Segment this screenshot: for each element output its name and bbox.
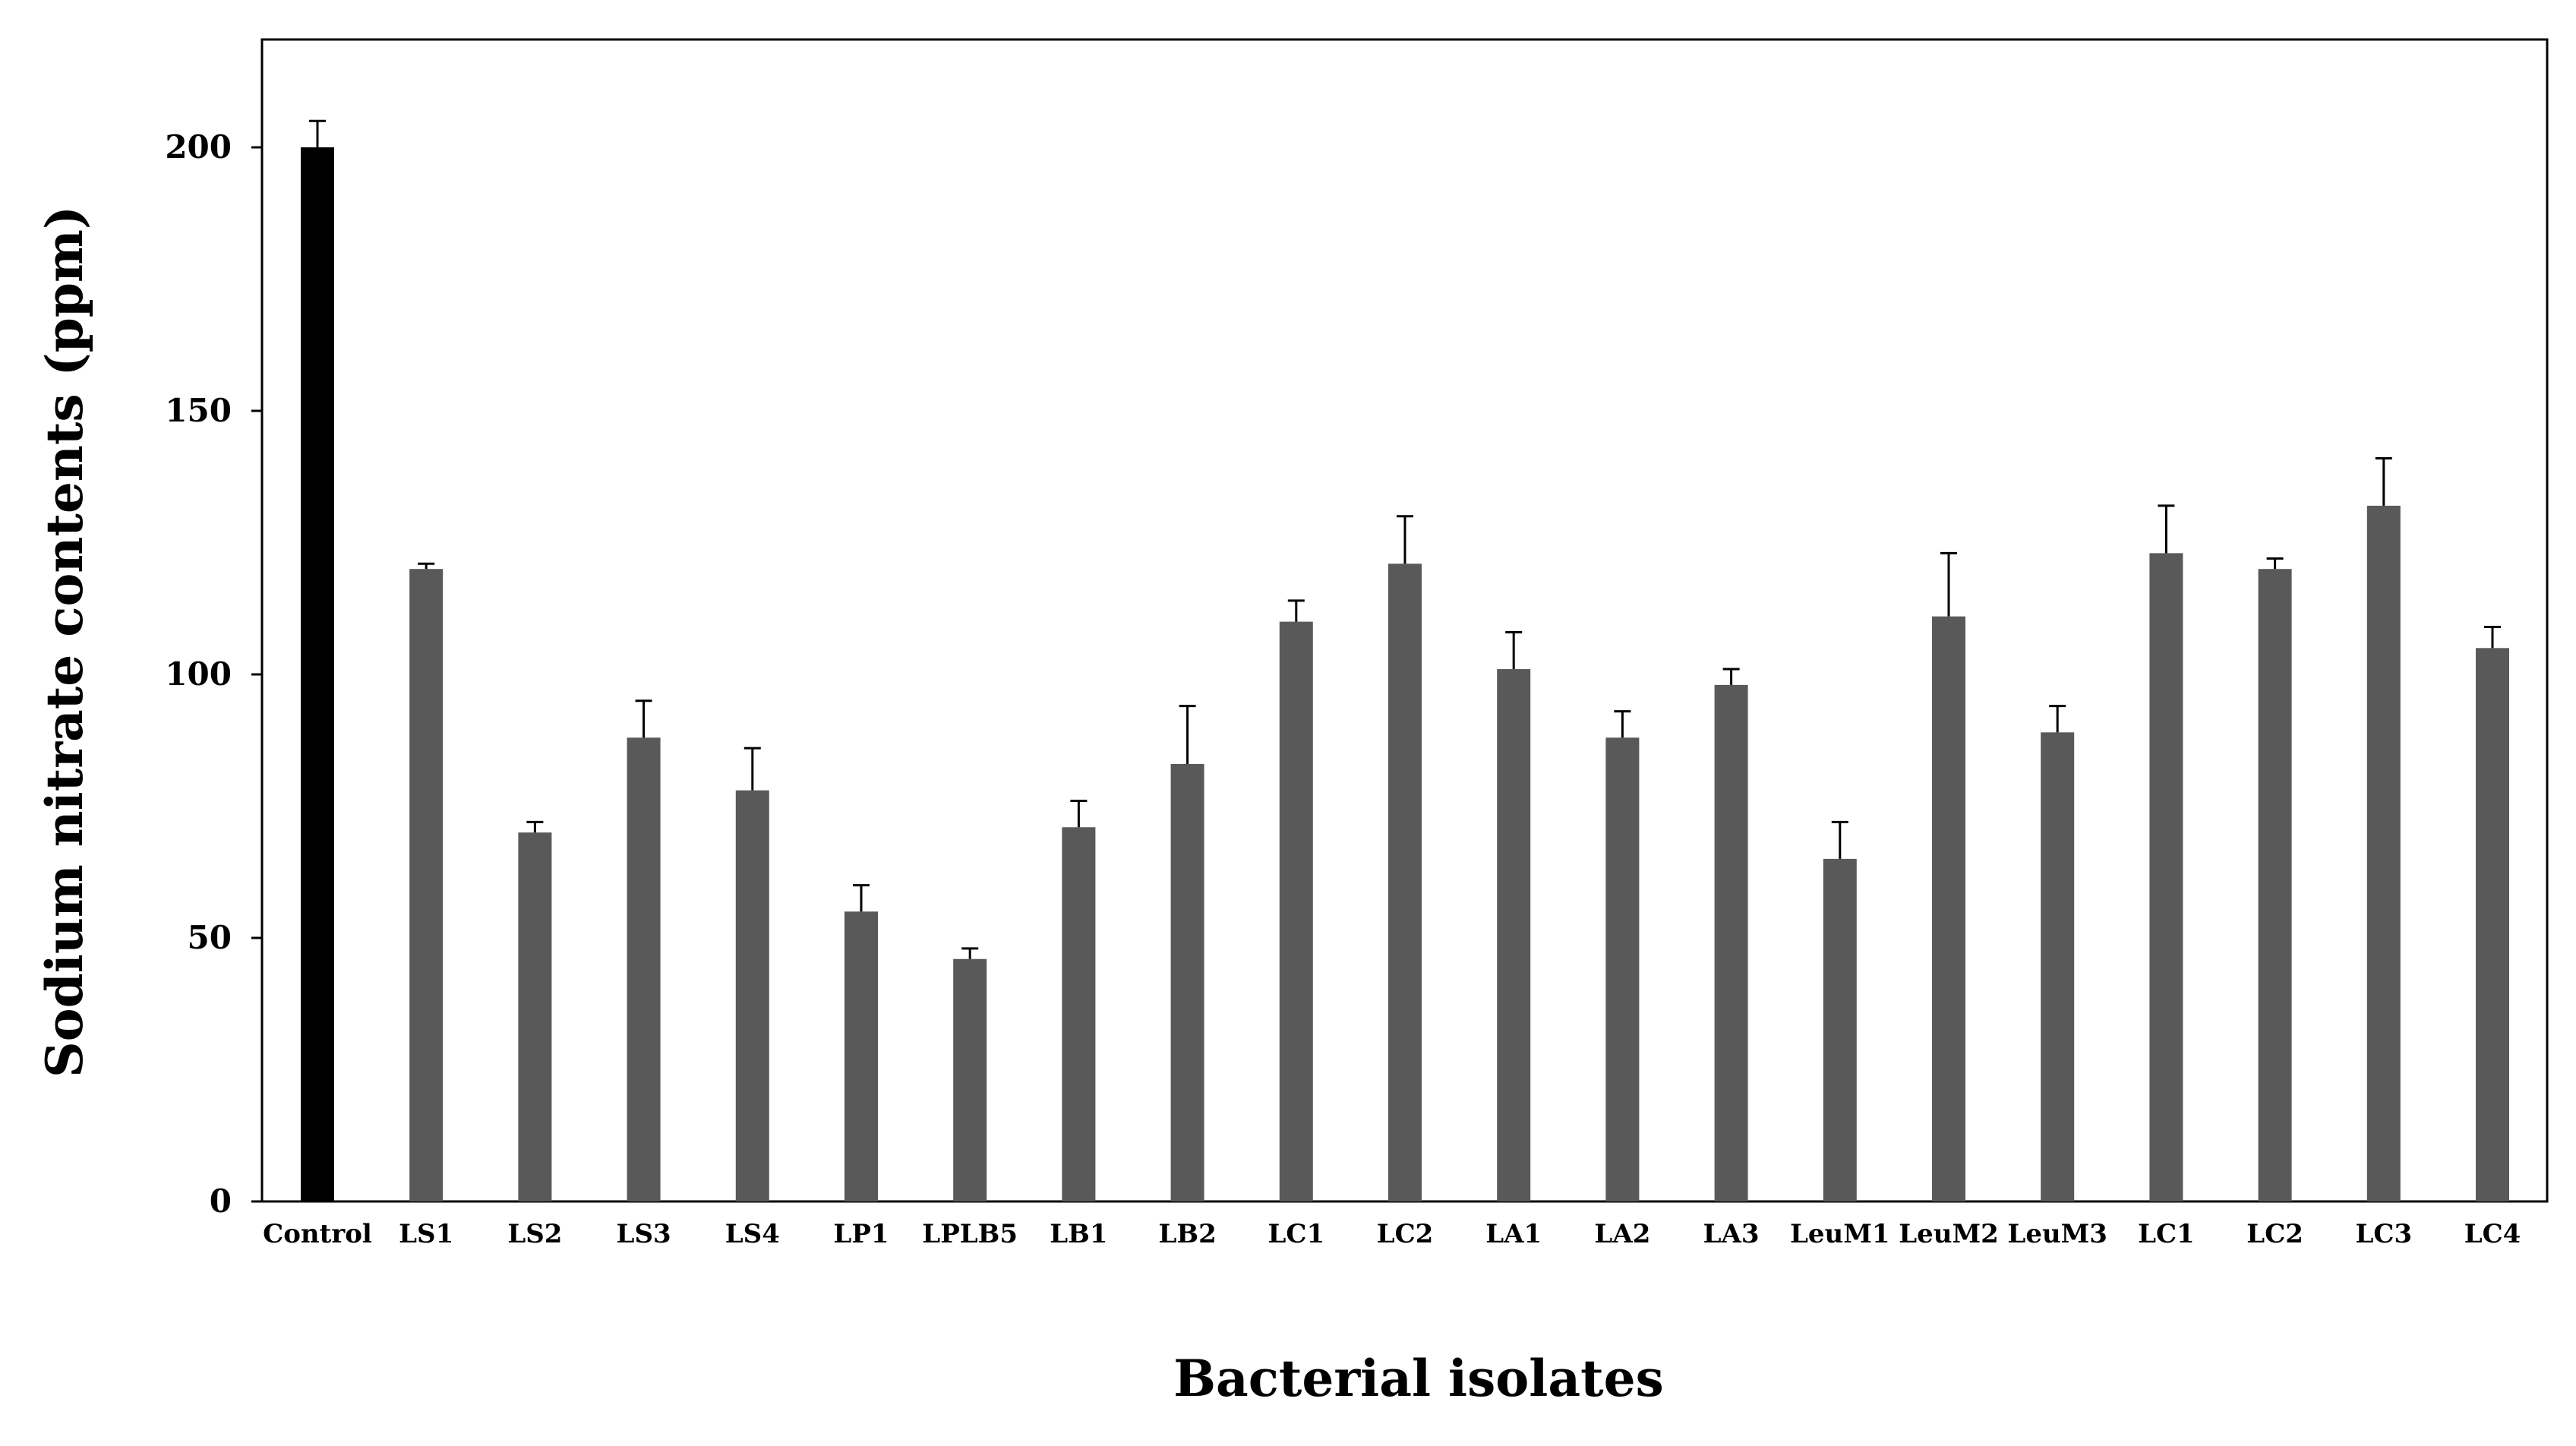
bar-lc2	[1388, 564, 1422, 1201]
x-axis-category-labels: Control LS1 LS2 LS3 LS4 LP1 LPLB5 LB1 LB2 LC1 LC2 L…	[263, 1219, 2521, 1249]
y-tick-label: 0	[210, 1182, 232, 1220]
x-tick-label: LA1	[1485, 1219, 1542, 1249]
x-tick-label: LS1	[399, 1219, 453, 1249]
x-tick-label: LC1	[1267, 1219, 1324, 1249]
x-tick-label: LS3	[617, 1219, 671, 1249]
x-tick-label: LA2	[1594, 1219, 1650, 1249]
y-tick-label: 100	[165, 655, 232, 693]
bar-ls3	[627, 737, 661, 1201]
bar-control	[301, 147, 334, 1201]
x-tick-label: LP1	[833, 1219, 889, 1249]
x-tick-label: LC3	[2355, 1219, 2412, 1249]
x-tick-label: LB2	[1158, 1219, 1216, 1249]
bar-lc1	[2149, 553, 2183, 1201]
bar-la2	[1605, 737, 1640, 1201]
bar-lc3	[2366, 505, 2401, 1201]
y-tick-label: 150	[165, 392, 232, 429]
y-axis-ticks: 0 50 100 150 200	[165, 128, 262, 1220]
x-tick-label: LC2	[1377, 1219, 1434, 1249]
x-tick-label: LC1	[2138, 1219, 2195, 1249]
bar-leum2	[1932, 616, 1965, 1201]
x-tick-label: Control	[263, 1219, 372, 1249]
bar-ls4	[735, 790, 769, 1201]
bar-lc4	[2476, 648, 2509, 1201]
bar-lc1	[1279, 621, 1313, 1201]
x-tick-label: LeuM2	[1899, 1219, 1999, 1249]
x-tick-label: LS4	[725, 1219, 780, 1249]
bar-ls2	[518, 832, 552, 1201]
x-tick-label: LA3	[1703, 1219, 1760, 1249]
x-axis-title: Bacterial isolates	[1173, 1349, 1664, 1408]
bar-lp1	[844, 911, 878, 1201]
x-tick-label: LC2	[2246, 1219, 2303, 1249]
x-tick-label: LPLB5	[922, 1219, 1018, 1249]
bar-lb2	[1170, 763, 1204, 1201]
bars-group	[301, 147, 2509, 1201]
bar-lb1	[1062, 827, 1096, 1201]
x-tick-label: LeuM3	[2007, 1219, 2107, 1249]
y-tick-label: 50	[188, 919, 232, 956]
error-bars-group	[309, 119, 2501, 959]
bar-leum1	[1823, 858, 1857, 1201]
bar-leum3	[2041, 732, 2075, 1201]
y-tick-label: 200	[165, 128, 232, 166]
bar-la3	[1714, 684, 1748, 1201]
bar-lc2	[2258, 569, 2292, 1201]
bar-ls1	[409, 569, 444, 1201]
x-tick-label: LeuM1	[1790, 1219, 1890, 1249]
bar-lplb5	[953, 958, 987, 1201]
x-tick-label: LB1	[1050, 1219, 1107, 1249]
y-axis-title: Sodium nitrate contents (ppm)	[35, 206, 94, 1078]
x-tick-label: LS2	[507, 1219, 562, 1249]
x-tick-label: LC4	[2464, 1219, 2521, 1249]
bar-la1	[1497, 669, 1531, 1201]
